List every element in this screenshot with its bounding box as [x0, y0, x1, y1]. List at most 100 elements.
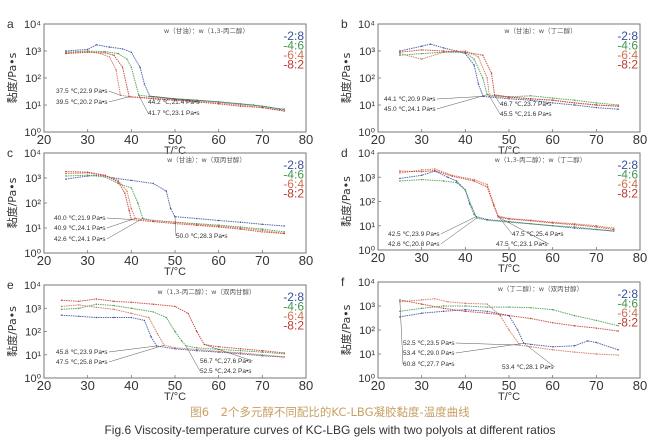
data-point [595, 228, 597, 231]
data-point [156, 333, 159, 335]
figure-caption-chinese: 图6 2个多元醇不同配比的KC-LBG凝胶黏度-温度曲线 [190, 405, 470, 419]
y-tick-label: 10² [359, 325, 375, 337]
y-tick-label: 10³ [25, 303, 41, 315]
y-axis-label: 黏度/Pa•s [339, 52, 353, 103]
x-axis-label: T/°C [164, 391, 186, 403]
y-tick-label: 10³ [359, 301, 375, 313]
annotation-leader-line [185, 345, 201, 372]
legend-entry-8-2: -8:2 [617, 316, 638, 330]
data-point [124, 192, 126, 194]
data-point [573, 227, 576, 229]
y-tick-label: 10¹ [25, 100, 41, 112]
data-point [218, 219, 220, 222]
data-point [595, 327, 597, 329]
data-point [174, 330, 176, 333]
data-point [473, 178, 475, 181]
data-point [442, 47, 445, 49]
data-point [464, 189, 466, 191]
data-point [261, 351, 263, 353]
legend-entry-6-4: -6:4 [617, 48, 638, 62]
data-point [65, 172, 67, 175]
legend-entry-4-6: -4:6 [617, 39, 638, 53]
data-point [617, 104, 619, 106]
chart-panel-a: a w（甘油）：w（1,3-丙二醇） 20 30 40 50 60 70 80 T/°C 10⁰ 10… [5, 17, 313, 157]
data-point [595, 225, 597, 227]
x-tick-label: 80 [633, 378, 647, 393]
data-point [113, 54, 115, 56]
data-point [261, 229, 263, 232]
x-tick-label: 70 [589, 378, 603, 393]
data-point [421, 169, 423, 171]
annotation-leader-line [440, 216, 477, 235]
data-point [486, 77, 488, 79]
data-point [464, 309, 466, 311]
data-point [464, 51, 466, 53]
y-tick-label: 10⁴ [358, 148, 375, 160]
x-tick-label: 30 [414, 378, 428, 393]
data-point [261, 105, 263, 107]
data-point [508, 96, 510, 98]
legend-entry-6-4: -6:4 [283, 48, 304, 62]
data-point [464, 310, 466, 312]
data-point [473, 64, 475, 66]
x-axis-label: T/°C [498, 391, 520, 403]
data-point [87, 51, 89, 53]
data-point [87, 48, 89, 51]
legend-entry-2-8: -2:8 [283, 290, 304, 304]
data-point [434, 298, 436, 300]
data-point [196, 350, 198, 352]
y-axis-label: 黏度/Pa•s [339, 176, 353, 227]
data-point [552, 97, 554, 99]
series-line-6-4 [61, 304, 285, 358]
panel-label: d [341, 146, 348, 160]
x-tick-label: 40 [458, 378, 472, 393]
x-tick-label: 30 [80, 253, 94, 268]
data-point [573, 325, 576, 327]
data-point [399, 316, 401, 318]
y-tick-label: 10⁴ [24, 19, 41, 31]
legend-entry-6-4: -6:4 [617, 306, 638, 320]
data-point [399, 51, 401, 53]
data-point [442, 180, 445, 182]
panel-title: w（甘油）：w（1,3-丙二醇） [164, 26, 249, 35]
annotation-leader-line [138, 95, 149, 114]
data-point [95, 44, 98, 46]
figure-caption-english: Fig.6 Viscosity-temperature curves of KC… [104, 423, 556, 437]
annotation-label: 52.5 ℃,24.2 Pa•s [200, 368, 252, 375]
annotation-label: 56.7 ℃,27.6 Pa•s [200, 358, 252, 365]
data-point [137, 202, 139, 204]
data-point [60, 308, 63, 310]
panel-label: f [341, 275, 345, 289]
data-point [283, 231, 285, 233]
x-tick-label: 60 [211, 253, 225, 268]
data-point [530, 220, 532, 222]
chart-panel-c: c w（甘油）：w（双丙甘醇） 20 30 40 50 60 70 80 T/°C 10⁰ 10¹ 10… [5, 146, 313, 278]
annotation-leader-line [436, 96, 484, 100]
x-axis-label: T/°C [164, 266, 186, 278]
data-point [261, 350, 263, 352]
data-point [152, 311, 154, 313]
data-point [143, 83, 146, 85]
data-point [78, 315, 80, 317]
data-point [78, 304, 80, 306]
legend-entry-6-4: -6:4 [283, 309, 304, 323]
y-tick-label: 10⁴ [24, 280, 41, 292]
data-point [486, 183, 488, 186]
data-point [60, 305, 63, 308]
x-tick-label: 20 [371, 378, 385, 393]
data-point [261, 231, 263, 233]
data-point [239, 350, 242, 352]
data-point [108, 46, 111, 48]
data-point [617, 354, 619, 356]
legend-entry-8-2: -8:2 [283, 187, 304, 201]
data-point [464, 52, 466, 55]
data-point [552, 225, 554, 227]
annotation-leader-line [106, 218, 143, 240]
data-point [552, 349, 554, 351]
data-point [617, 349, 619, 351]
data-point [218, 225, 220, 227]
x-tick-label: 60 [545, 132, 559, 147]
data-point [552, 346, 554, 348]
x-tick-label: 80 [633, 132, 647, 147]
data-point [486, 312, 488, 314]
